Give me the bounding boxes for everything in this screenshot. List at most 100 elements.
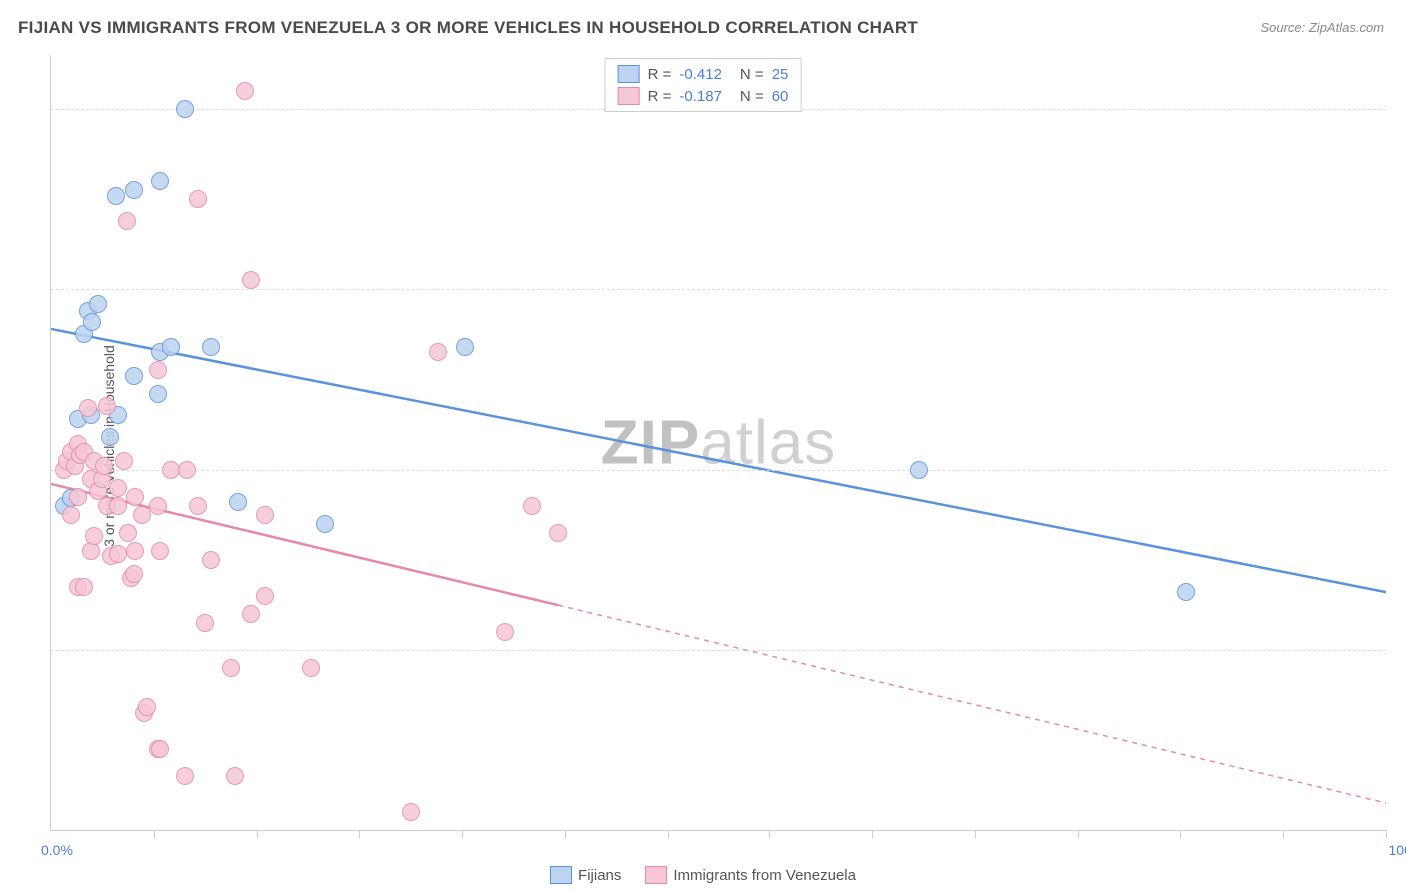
scatter-point xyxy=(242,271,260,289)
scatter-point xyxy=(151,172,169,190)
scatter-point xyxy=(126,542,144,560)
scatter-point xyxy=(115,452,133,470)
scatter-point xyxy=(523,497,541,515)
scatter-point xyxy=(176,100,194,118)
correlation-legend-row: R = -0.187 N = 60 xyxy=(618,85,789,107)
x-tick-mark xyxy=(257,830,258,838)
trend-line-solid xyxy=(51,329,1386,592)
scatter-point xyxy=(178,461,196,479)
scatter-point xyxy=(107,187,125,205)
n-label: N = xyxy=(740,66,764,83)
r-label: R = xyxy=(648,88,672,105)
series-legend-item: Fijians xyxy=(550,866,621,884)
legend-swatch xyxy=(550,866,572,884)
legend-swatch xyxy=(618,87,640,105)
scatter-point xyxy=(176,767,194,785)
x-tick-mark xyxy=(154,830,155,838)
trend-line-dashed xyxy=(558,605,1386,803)
scatter-point xyxy=(222,659,240,677)
scatter-point xyxy=(549,524,567,542)
scatter-point xyxy=(429,343,447,361)
scatter-point xyxy=(95,457,113,475)
scatter-point xyxy=(79,399,97,417)
series-legend: Fijians Immigrants from Venezuela xyxy=(550,866,856,884)
scatter-point xyxy=(109,497,127,515)
scatter-point xyxy=(85,527,103,545)
scatter-point xyxy=(202,338,220,356)
x-tick-mark xyxy=(872,830,873,838)
n-label: N = xyxy=(740,88,764,105)
scatter-point xyxy=(202,551,220,569)
scatter-point xyxy=(109,479,127,497)
correlation-legend: R = -0.412 N = 25 R = -0.187 N = 60 xyxy=(605,58,802,112)
gridline-horizontal xyxy=(51,470,1386,471)
scatter-point xyxy=(125,565,143,583)
x-tick-mark xyxy=(668,830,669,838)
x-tick-mark xyxy=(769,830,770,838)
scatter-point xyxy=(83,313,101,331)
scatter-point xyxy=(149,497,167,515)
scatter-point xyxy=(119,524,137,542)
r-label: R = xyxy=(648,66,672,83)
scatter-point xyxy=(69,488,87,506)
scatter-point xyxy=(162,338,180,356)
r-value: -0.187 xyxy=(679,88,722,105)
x-tick-mark xyxy=(1078,830,1079,838)
gridline-horizontal xyxy=(51,289,1386,290)
scatter-point xyxy=(229,493,247,511)
scatter-point xyxy=(256,587,274,605)
series-legend-item: Immigrants from Venezuela xyxy=(645,866,856,884)
scatter-point xyxy=(496,623,514,641)
legend-swatch xyxy=(645,866,667,884)
trend-lines-svg xyxy=(51,55,1386,830)
n-value: 60 xyxy=(772,88,789,105)
scatter-point xyxy=(256,506,274,524)
scatter-point xyxy=(125,367,143,385)
scatter-point xyxy=(302,659,320,677)
scatter-point xyxy=(151,542,169,560)
x-tick-mark xyxy=(1386,830,1387,838)
x-tick-mark xyxy=(359,830,360,838)
x-tick-mark xyxy=(1283,830,1284,838)
x-tick-mark xyxy=(1180,830,1181,838)
scatter-point xyxy=(226,767,244,785)
scatter-point xyxy=(151,740,169,758)
scatter-point xyxy=(125,181,143,199)
series-name: Fijians xyxy=(578,867,621,884)
gridline-horizontal xyxy=(51,650,1386,651)
series-name: Immigrants from Venezuela xyxy=(673,867,856,884)
scatter-point xyxy=(62,506,80,524)
scatter-point xyxy=(149,361,167,379)
scatter-point xyxy=(118,212,136,230)
x-tick-mark xyxy=(975,830,976,838)
scatter-point xyxy=(189,497,207,515)
x-tick-mark xyxy=(565,830,566,838)
scatter-point xyxy=(98,397,116,415)
scatter-point xyxy=(242,605,260,623)
scatter-point xyxy=(149,385,167,403)
scatter-point xyxy=(402,803,420,821)
scatter-point xyxy=(189,190,207,208)
scatter-point xyxy=(89,295,107,313)
chart-title: FIJIAN VS IMMIGRANTS FROM VENEZUELA 3 OR… xyxy=(18,18,918,38)
x-tick-mark xyxy=(462,830,463,838)
x-tick-label-min: 0.0% xyxy=(41,842,73,858)
source-attribution: Source: ZipAtlas.com xyxy=(1260,20,1384,35)
scatter-point xyxy=(1177,583,1195,601)
scatter-point xyxy=(101,428,119,446)
scatter-point xyxy=(126,488,144,506)
legend-swatch xyxy=(618,65,640,83)
chart-plot-area: ZIPatlas 10.0%20.0%30.0%40.0%0.0%100.0% xyxy=(50,55,1386,831)
scatter-point xyxy=(196,614,214,632)
scatter-point xyxy=(109,545,127,563)
scatter-point xyxy=(236,82,254,100)
scatter-point xyxy=(456,338,474,356)
r-value: -0.412 xyxy=(679,66,722,83)
scatter-point xyxy=(316,515,334,533)
scatter-point xyxy=(133,506,151,524)
n-value: 25 xyxy=(772,66,789,83)
scatter-point xyxy=(138,698,156,716)
scatter-point xyxy=(75,578,93,596)
correlation-legend-row: R = -0.412 N = 25 xyxy=(618,63,789,85)
scatter-point xyxy=(910,461,928,479)
